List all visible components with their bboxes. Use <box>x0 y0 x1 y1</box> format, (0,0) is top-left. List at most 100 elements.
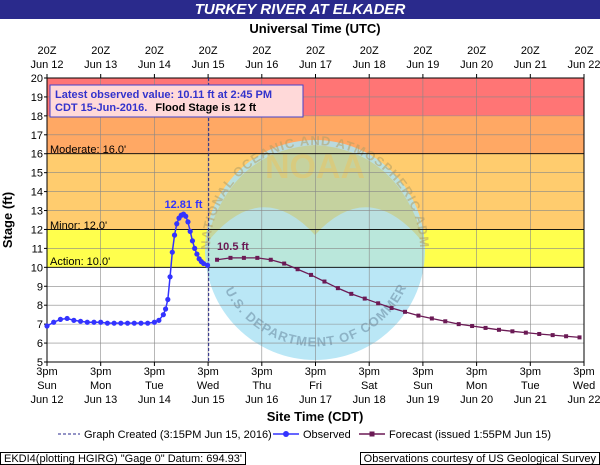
info-line-2: CDT 15-Jun-2016. Flood Stage is 12 ft <box>55 102 257 114</box>
forecast-point <box>523 330 528 335</box>
observed-point <box>189 238 196 244</box>
forecast-point <box>389 306 394 311</box>
observed-point <box>174 221 180 227</box>
top-tick-time: 20Z <box>252 45 271 57</box>
y-tick-label: 12 <box>31 224 43 236</box>
bottom-tick-day: Mon <box>90 380 111 392</box>
forecast-point <box>429 316 434 321</box>
y-tick-label: 16 <box>31 149 43 161</box>
bottom-tick-time: 3pm <box>573 366 594 378</box>
top-tick-date: Jun 21 <box>514 59 547 71</box>
bottom-tick-date: Jun 12 <box>30 394 63 406</box>
bottom-tick-date: Jun 15 <box>192 394 225 406</box>
moderate-stage-label: Moderate: 16.0' <box>50 144 126 156</box>
footer-datum: EKDI4(plotting HGIRG) "Gage 0" Datum: 69… <box>0 452 246 465</box>
observed-point <box>118 320 124 326</box>
observed-point <box>201 260 207 267</box>
footer-credit: Observations courtesy of US Geological S… <box>359 452 600 465</box>
bottom-tick-date: Jun 18 <box>353 394 386 406</box>
forecast-point <box>268 257 273 262</box>
bottom-tick-time: 3pm <box>466 366 487 378</box>
forecast-line <box>216 257 580 339</box>
info-box: Latest observed value: 10.11 ft at 2:45 … <box>49 84 304 118</box>
top-tick-time: 20Z <box>575 45 594 57</box>
forecast-point <box>255 255 260 260</box>
observed-point <box>104 320 111 326</box>
bottom-tick-date: Jun 14 <box>138 394 171 406</box>
bottom-tick-time: 3pm <box>36 366 57 378</box>
forecast-point <box>295 267 300 272</box>
top-tick-date: Jun 14 <box>138 59 171 71</box>
legend-forecast-marker <box>369 431 375 437</box>
y-tick-label: 19 <box>31 92 43 104</box>
y-tick-label: 8 <box>37 300 43 312</box>
forecast-point <box>577 335 582 340</box>
bottom-tick-time: 3pm <box>412 366 433 378</box>
observed-point <box>64 315 70 322</box>
bottom-tick-day: Wed <box>573 380 595 392</box>
bottom-tick-date: Jun 17 <box>299 394 332 406</box>
noaa-logo-bird <box>205 145 425 245</box>
observed-point <box>185 219 191 225</box>
top-tick-date: Jun 17 <box>299 59 332 71</box>
y-tick-label: 10 <box>31 262 43 274</box>
y-tick-label: 14 <box>31 187 43 199</box>
observed-point <box>51 319 57 325</box>
y-tick-label: 15 <box>31 168 43 180</box>
forecast-point <box>564 334 569 339</box>
forecast-point <box>537 331 542 336</box>
observed-point <box>77 318 84 324</box>
bottom-tick-time: 3pm <box>305 366 326 378</box>
observed-peak-label: 12.81 ft <box>165 199 203 211</box>
observed-point <box>151 319 157 325</box>
legend-graph-created-label: Graph Created (3:15PM Jun 15, 2016) <box>84 429 272 441</box>
top-tick-time: 20Z <box>467 45 486 57</box>
forecast-point <box>362 296 367 301</box>
forecast-point <box>349 291 354 296</box>
legend-observed-label: Observed <box>303 429 351 441</box>
top-tick-time: 20Z <box>91 45 110 57</box>
observed-point <box>131 320 137 326</box>
bottom-tick-day: Fri <box>309 380 322 392</box>
top-tick-time: 20Z <box>306 45 325 57</box>
observed-point <box>194 251 200 257</box>
observed-point <box>165 296 171 303</box>
bottom-tick-time: 3pm <box>358 366 379 378</box>
bottom-tick-day: Thu <box>252 380 271 392</box>
forecast-point <box>416 313 421 318</box>
forecast-point <box>335 286 340 291</box>
observed-point <box>204 262 211 268</box>
grid-lines <box>46 77 585 363</box>
top-tick-date: Jun 13 <box>84 59 117 71</box>
top-tick-date: Jun 22 <box>567 59 600 71</box>
forecast-point <box>443 319 448 324</box>
observed-series <box>44 211 211 329</box>
observed-point <box>44 323 50 329</box>
y-tick-label: 5 <box>37 357 43 369</box>
info-date: CDT 15-Jun-2016. <box>55 102 147 114</box>
top-axis-ticks: 20Z Jun 12 20Z Jun 13 20Z Jun 14 20Z Jun 15 20Z J… <box>30 45 600 78</box>
action-stage-label: Action: 10.0' <box>50 256 110 268</box>
y-tick-label: 17 <box>31 130 43 142</box>
top-tick-date: Jun 20 <box>460 59 493 71</box>
info-line-1: Latest observed value: 10.11 ft at 2:45 … <box>55 89 272 101</box>
forecast-peak-label: 10.5 ft <box>217 241 249 253</box>
forecast-series <box>215 255 582 340</box>
forecast-point <box>241 255 246 260</box>
observed-point <box>171 232 178 238</box>
forecast-point <box>483 325 488 330</box>
info-flood-stage: Flood Stage is 12 ft <box>155 102 256 114</box>
observed-point <box>138 320 144 326</box>
bottom-tick-time: 3pm <box>197 366 218 378</box>
bottom-tick-day: Tue <box>521 380 540 392</box>
noaa-logo-text: NOAA <box>265 148 365 186</box>
forecast-point <box>510 329 515 334</box>
bottom-tick-time: 3pm <box>90 366 111 378</box>
forecast-point <box>470 324 475 329</box>
forecast-point <box>456 322 461 327</box>
forecast-point <box>309 272 314 277</box>
forecast-point <box>215 257 220 262</box>
bottom-tick-date: Jun 16 <box>245 394 278 406</box>
y-tick-label: 7 <box>37 319 43 331</box>
observed-point <box>98 319 104 325</box>
